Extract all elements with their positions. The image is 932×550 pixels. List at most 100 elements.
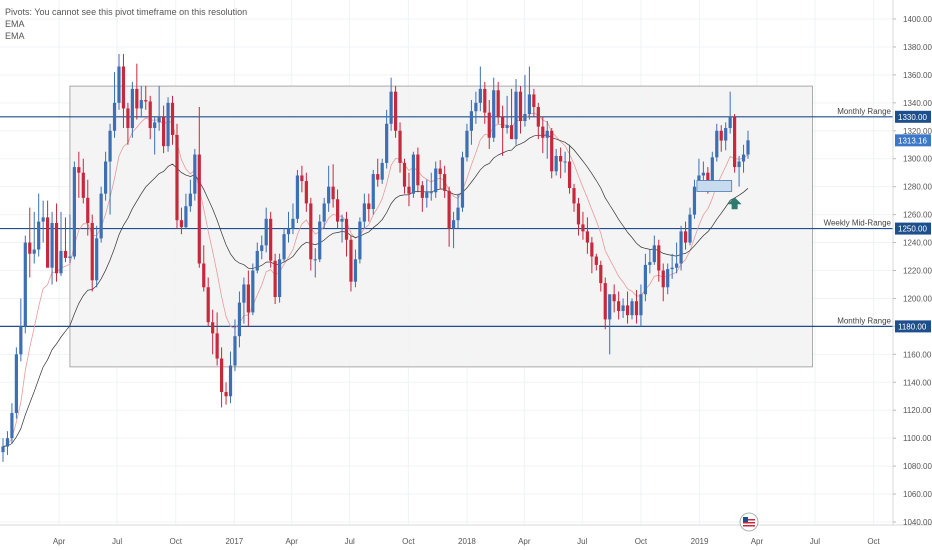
- candle: [541, 116, 545, 154]
- candle-body: [411, 154, 416, 194]
- candle: [465, 123, 469, 162]
- candle: [1, 438, 5, 462]
- candle: [447, 186, 451, 247]
- candle: [95, 225, 99, 288]
- candle: [14, 347, 18, 419]
- candle: [746, 130, 750, 159]
- support-zone: [696, 180, 733, 192]
- candle: [443, 165, 447, 198]
- candle: [291, 203, 295, 235]
- time-axis[interactable]: Apr Jul Oct 2017 Apr Jul Oct 2018 Apr Jul Oct 2019 A…: [53, 537, 881, 546]
- candle: [144, 86, 148, 110]
- candle-body: [670, 267, 674, 270]
- candle-body: [68, 256, 72, 258]
- ema-legend-1[interactable]: EMA: [5, 19, 25, 29]
- candle-body: [683, 231, 688, 243]
- x-tick-label: Oct: [402, 537, 415, 546]
- candle: [251, 263, 255, 316]
- candle: [612, 284, 616, 313]
- candle-body: [367, 203, 371, 210]
- candle-body: [438, 168, 442, 175]
- candle: [715, 123, 719, 162]
- candle: [322, 197, 326, 229]
- candle: [661, 263, 665, 302]
- candle: [639, 284, 643, 327]
- y-tick-label: 1320.00: [903, 127, 932, 136]
- y-tick-label: 1300.00: [903, 155, 932, 164]
- candle-body: [313, 259, 317, 261]
- y-tick-label: 1400.00: [903, 15, 932, 24]
- price-tag-bg: [895, 110, 931, 123]
- candle-body: [559, 155, 563, 162]
- news-flag-icon[interactable]: [739, 512, 759, 532]
- candle: [460, 151, 465, 212]
- candle: [594, 253, 598, 271]
- x-tick-label: Apr: [53, 537, 66, 546]
- candle-body: [719, 130, 723, 141]
- candle: [728, 91, 732, 134]
- y-tick-label: 1360.00: [903, 71, 932, 80]
- candle: [451, 211, 456, 249]
- candle-body: [295, 175, 300, 219]
- candle: [237, 291, 242, 348]
- candle: [733, 114, 737, 173]
- candle: [340, 214, 344, 243]
- candle: [32, 211, 36, 264]
- pivots-legend[interactable]: Pivots: You cannot see this pivot timefr…: [5, 7, 248, 17]
- candle-body: [344, 218, 349, 240]
- candle: [313, 248, 317, 278]
- candle-body: [518, 91, 523, 121]
- y-tick-label: 1200.00: [903, 294, 932, 303]
- y-tick-label: 1380.00: [903, 43, 932, 52]
- candle: [86, 179, 90, 236]
- candle-body: [385, 123, 389, 163]
- candle-body: [215, 333, 219, 359]
- candle-body: [706, 172, 710, 184]
- candle-body: [121, 66, 126, 109]
- candle: [353, 249, 358, 288]
- candle: [117, 53, 121, 110]
- candle: [112, 72, 117, 138]
- candle: [652, 235, 656, 265]
- candle: [99, 186, 103, 243]
- price-tag: 1330.00: [895, 110, 931, 123]
- candle: [215, 312, 219, 366]
- candle: [126, 102, 130, 145]
- candle-body: [572, 188, 576, 204]
- candle-body: [90, 222, 94, 281]
- candle: [46, 200, 50, 268]
- candle: [581, 211, 585, 240]
- candle-body: [692, 186, 697, 215]
- candle: [585, 217, 590, 254]
- candle-body: [170, 102, 175, 135]
- candle-body: [233, 336, 237, 366]
- candle-body: [376, 174, 380, 180]
- candle-body: [224, 392, 228, 397]
- candle-body: [246, 284, 250, 313]
- price-axis[interactable]: 1040.00 1060.00 1080.00 1100.00 1120.00 1140.…: [893, 15, 932, 527]
- candle-body: [398, 130, 402, 163]
- candle-body: [420, 185, 424, 198]
- y-tick-label: 1140.00: [903, 378, 932, 387]
- ema-lines: [2, 112, 749, 447]
- candle-body: [550, 130, 554, 172]
- candle: [523, 74, 527, 127]
- candle: [219, 347, 224, 408]
- price-tag-label: 1250.00: [898, 225, 927, 234]
- price-tag-bg: [895, 134, 931, 147]
- level-label: Monthly Range: [837, 316, 891, 325]
- candle-body: [135, 88, 139, 109]
- candle: [135, 63, 139, 120]
- candle: [108, 123, 112, 215]
- candle-body: [117, 66, 121, 103]
- candle-body: [434, 168, 438, 193]
- candle-body: [86, 197, 90, 223]
- candle-body: [197, 154, 201, 264]
- price-tag-bg: [895, 320, 931, 333]
- ema-legend-2[interactable]: EMA: [5, 31, 25, 41]
- candle: [371, 169, 375, 215]
- x-tick-label: 2019: [691, 537, 709, 546]
- candle-body: [545, 130, 549, 138]
- candle: [309, 197, 313, 271]
